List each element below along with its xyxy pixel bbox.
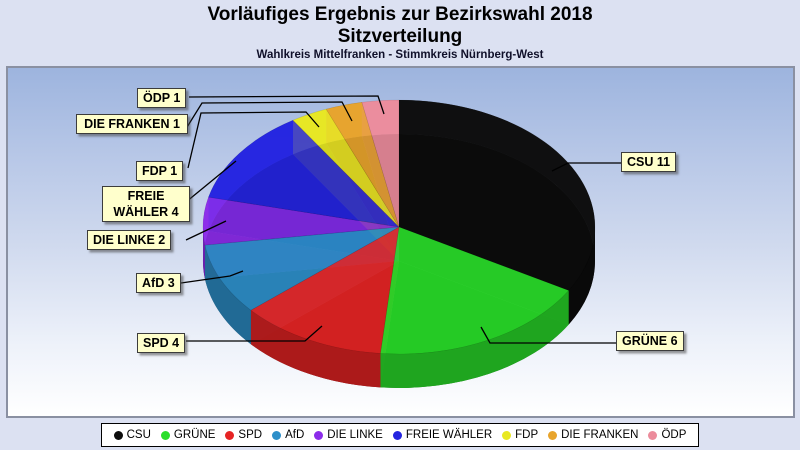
legend-item-die-franken: DIE FRANKEN <box>548 429 638 441</box>
legend-item-gr-ne: GRÜNE <box>160 429 216 441</box>
chart-subtitle: Wahlkreis Mittelfranken - Stimmkreis Nür… <box>256 49 544 61</box>
chart-legend: CSU GRÜNE SPD AfD DIE LINKE FREIE WÄHLER FDP DI… <box>100 423 700 447</box>
legend-item-fdp: FDP <box>502 429 538 441</box>
legend-dot-die-linke <box>314 430 324 440</box>
legend-label--dp: ÖDP <box>661 429 687 441</box>
legend-dot-csu <box>113 430 123 440</box>
callout-spd: SPD 4 <box>137 333 186 353</box>
legend-label-die-linke: DIE LINKE <box>327 429 383 441</box>
callout--dp: ÖDP 1 <box>137 88 187 108</box>
legend-label-fdp: FDP <box>515 429 539 441</box>
legend-label-freie-w-hler: FREIE WÄHLER <box>405 429 493 441</box>
chart-header: Vorläufiges Ergebnis zur Bezirkswahl 201… <box>0 4 800 61</box>
legend-item-freie-w-hler: FREIE WÄHLER <box>392 429 493 441</box>
legend-dot--dp <box>648 430 658 440</box>
legend-item--dp: ÖDP <box>648 429 686 441</box>
legend-label-die-franken: DIE FRANKEN <box>561 429 639 441</box>
callout-gr-ne: GRÜNE 6 <box>616 331 684 351</box>
legend-label-spd: SPD <box>238 429 263 441</box>
legend-item-afd: AfD <box>272 429 304 441</box>
page-title-line1: Vorläufiges Ergebnis zur Bezirkswahl 201… <box>207 4 593 25</box>
legend-dot-gr-ne <box>160 430 170 440</box>
legend-label-csu: CSU <box>126 429 151 441</box>
legend-strip: CSU GRÜNE SPD AfD DIE LINKE FREIE WÄHLER FDP DI… <box>0 423 800 447</box>
callout-freie-w-hler: FREIE WÄHLER 4 <box>102 186 190 222</box>
legend-item-spd: SPD <box>225 429 262 441</box>
legend-dot-freie-w-hler <box>392 430 402 440</box>
legend-item-csu: CSU <box>113 429 151 441</box>
callout-csu: CSU 11 <box>621 152 677 172</box>
callout-die-franken: DIE FRANKEN 1 <box>76 114 188 134</box>
legend-dot-afd <box>272 430 282 440</box>
legend-dot-spd <box>225 430 235 440</box>
page-title-line2: Sitzverteilung <box>337 26 463 47</box>
callout-fdp: FDP 1 <box>136 161 184 181</box>
legend-label-afd: AfD <box>285 429 305 441</box>
legend-dot-die-franken <box>548 430 558 440</box>
callout-die-linke: DIE LINKE 2 <box>87 230 172 250</box>
legend-dot-fdp <box>502 430 512 440</box>
callout-afd: AfD 3 <box>136 273 181 293</box>
legend-label-gr-ne: GRÜNE <box>173 429 216 441</box>
legend-item-die-linke: DIE LINKE <box>314 429 383 441</box>
